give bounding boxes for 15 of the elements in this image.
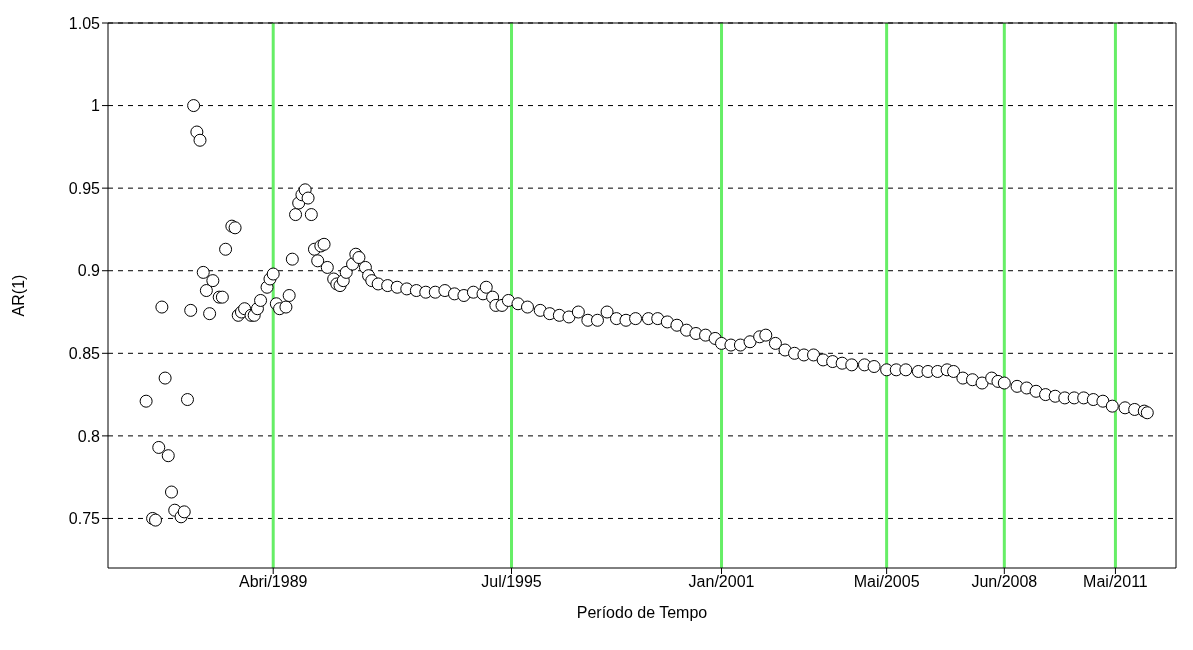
x-tick-label: Jan/2001 [688, 573, 755, 591]
x-tick-label: Jun/2008 [971, 573, 1038, 591]
y-tick-label: 0.95 [68, 179, 101, 197]
y-tick-label: 0.9 [77, 262, 101, 280]
x-tick-label: Abri/1989 [238, 573, 308, 591]
y-tick-label: 1.05 [68, 14, 101, 32]
x-axis-title: Período de Tempo [576, 604, 708, 621]
x-tick-label: Jul/1995 [481, 573, 542, 591]
y-tick-label: 0.75 [68, 510, 101, 528]
x-tick-label: Mai/2011 [1083, 573, 1148, 591]
x-tick-label: Mai/2005 [853, 573, 920, 591]
y-tick-label: 1 [91, 97, 101, 115]
y-tick-label: 0.85 [68, 344, 101, 362]
y-tick-label: 0.8 [77, 427, 101, 445]
y-axis-title: AR(1) [9, 274, 27, 317]
